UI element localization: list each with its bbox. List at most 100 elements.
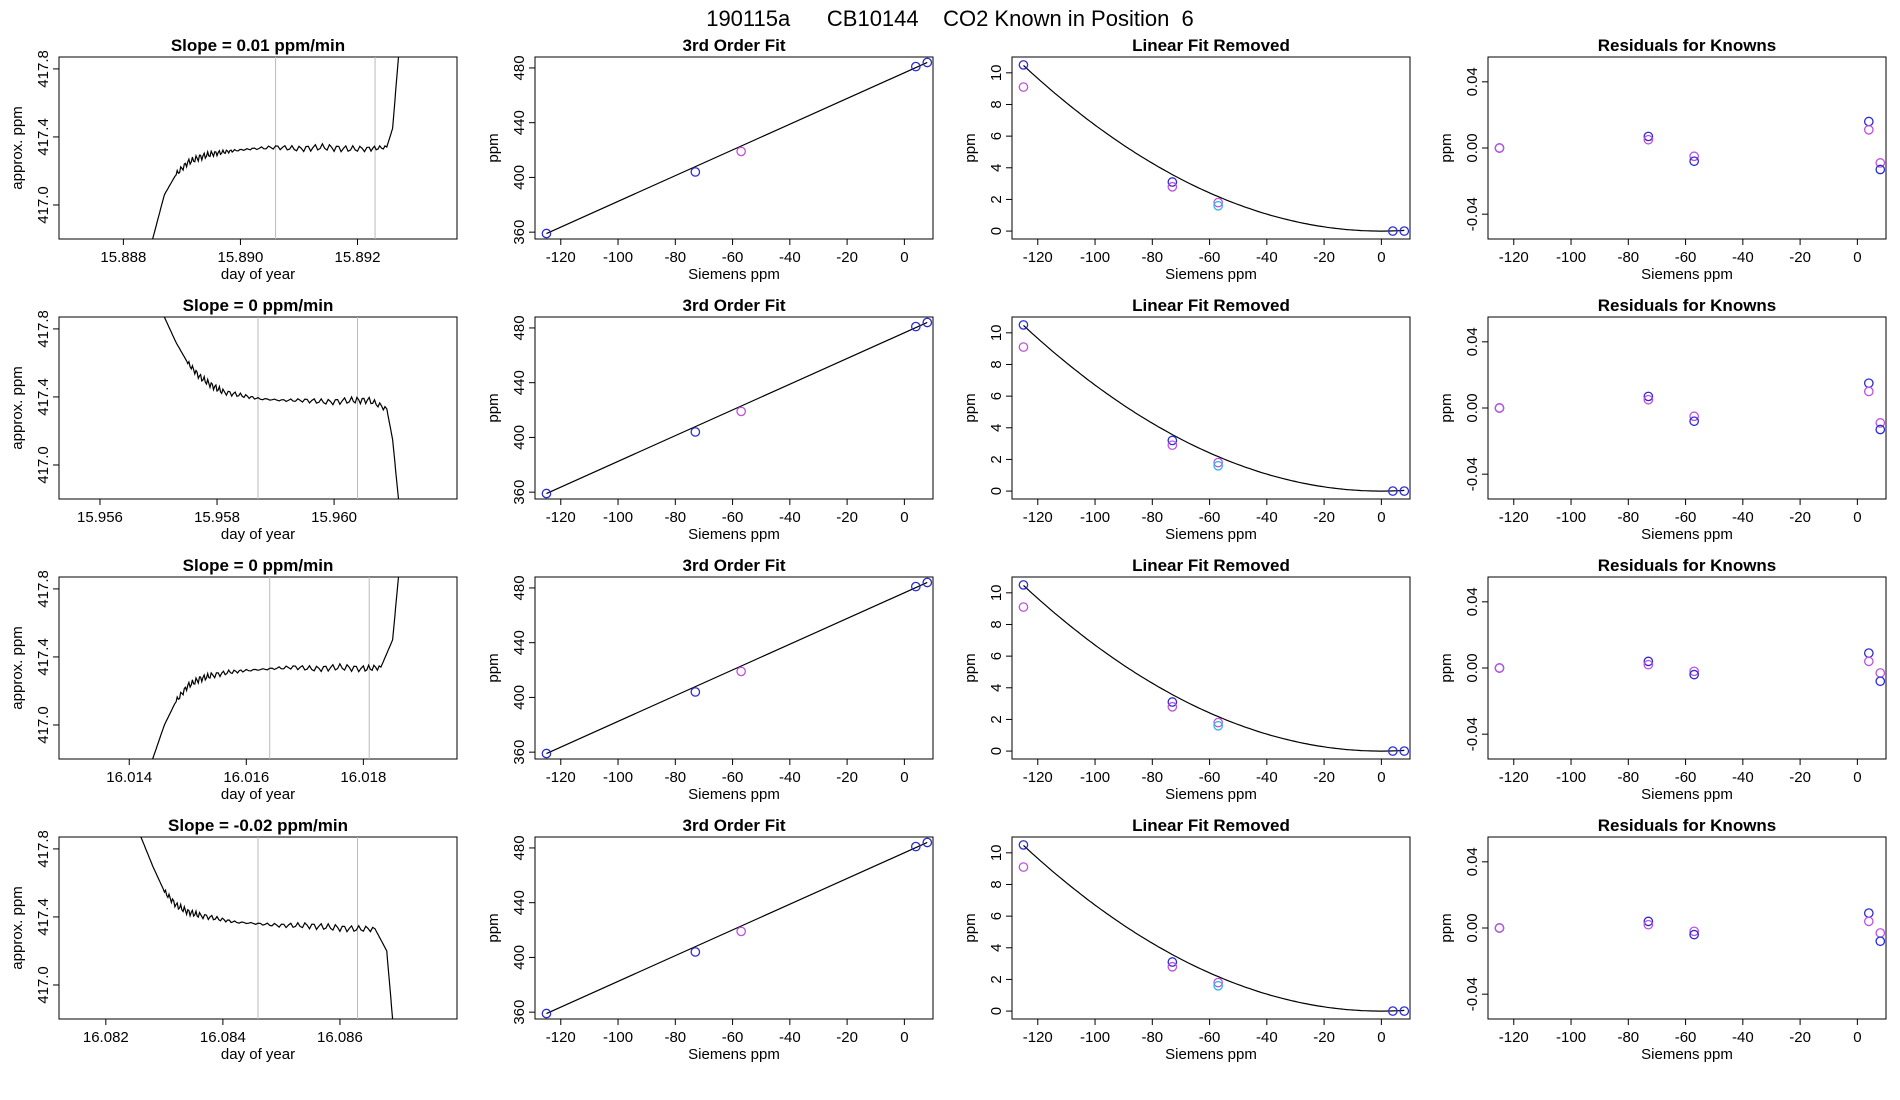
x-tick-label: -20	[836, 249, 858, 266]
panel-title: Slope = 0 ppm/min	[183, 296, 334, 315]
y-tick-label: 0	[988, 227, 1005, 235]
data-point	[1167, 697, 1178, 707]
fit-curve	[1023, 584, 1405, 752]
y-tick-label: 10	[988, 844, 1005, 861]
panel-1-0: Slope = 0 ppm/min 15.956 15.958 15.960 417.0…	[9, 296, 458, 543]
data-point	[910, 61, 921, 72]
x-tick-label: -80	[664, 769, 686, 786]
x-tick-label: -80	[1141, 769, 1163, 786]
fit-curve	[1023, 324, 1405, 492]
plot-frame	[534, 836, 934, 1020]
data-point	[1213, 720, 1224, 731]
x-tick-label: -20	[1789, 249, 1811, 266]
data-point	[1167, 435, 1178, 446]
y-tick-label: 400	[511, 425, 528, 450]
y-tick-label: 440	[511, 890, 528, 915]
x-tick-label: 16.014	[106, 769, 152, 786]
y-tick-label: 0.04	[1464, 327, 1481, 356]
x-tick-label: -40	[779, 769, 801, 786]
data-point	[922, 317, 933, 328]
x-tick-label: -80	[1617, 1029, 1639, 1046]
data-point	[1875, 158, 1886, 168]
y-tick-label: 440	[511, 630, 528, 655]
y-tick-label: 417.0	[35, 706, 52, 744]
y-axis-label: ppm	[1438, 653, 1455, 682]
plot-frame	[534, 56, 934, 240]
x-tick-label: -40	[779, 509, 801, 526]
x-tick-label: -60	[722, 1029, 744, 1046]
panel-0-2: Linear Fit Removed -120 -100 -80 -60 -40 -20 0 0…	[962, 36, 1411, 283]
data-point	[1689, 669, 1700, 680]
fit-line	[546, 581, 928, 755]
y-axis-label: ppm	[962, 653, 979, 682]
y-tick-label: 2	[988, 195, 1005, 203]
x-tick-label: -40	[1732, 249, 1754, 266]
data-point	[1689, 411, 1700, 422]
y-axis-label: approx. ppm	[9, 886, 26, 969]
plot-frame	[1487, 836, 1887, 1020]
y-tick-label: 0.04	[1464, 587, 1481, 616]
data-point	[690, 947, 701, 957]
data-point	[1387, 486, 1398, 496]
y-tick-label: 0	[988, 487, 1005, 495]
panel-title: Linear Fit Removed	[1132, 36, 1290, 55]
data-layer	[1023, 324, 1405, 492]
x-axis-label: Siemens ppm	[1641, 266, 1733, 283]
data-point	[1863, 916, 1874, 927]
data-point	[1399, 1006, 1410, 1016]
y-tick-label: 440	[511, 110, 528, 135]
y-tick-label: 6	[988, 132, 1005, 140]
y-tick-label: -0.04	[1464, 977, 1481, 1011]
x-tick-label: -120	[1023, 1029, 1053, 1046]
data-point	[736, 406, 747, 417]
x-tick-label: 0	[900, 249, 908, 266]
co2-trace-line	[152, 57, 400, 239]
y-tick-label: 400	[511, 945, 528, 970]
x-tick-label: -60	[1675, 1029, 1697, 1046]
data-point	[1863, 648, 1874, 658]
y-tick-label: 417.4	[35, 118, 52, 156]
x-tick-label: -120	[1499, 769, 1529, 786]
y-tick-label: 417.4	[35, 898, 52, 936]
data-point	[541, 488, 552, 499]
x-tick-label: -120	[546, 509, 576, 526]
data-layer	[152, 57, 400, 239]
panel-title: 3rd Order Fit	[683, 556, 786, 575]
panel-1-1: 3rd Order Fit -120 -100 -80 -60 -40 -20 0 360 400…	[485, 296, 934, 543]
data-point	[1875, 418, 1886, 428]
data-point	[1494, 403, 1505, 413]
x-axis-label: Siemens ppm	[1165, 786, 1257, 803]
x-axis-label: Siemens ppm	[688, 786, 780, 803]
data-point	[910, 581, 921, 592]
x-tick-label: 0	[1377, 509, 1385, 526]
y-tick-label: 480	[511, 55, 528, 80]
x-axis-label: Siemens ppm	[1165, 266, 1257, 283]
x-tick-label: 0	[900, 769, 908, 786]
data-point	[1643, 659, 1654, 670]
data-point	[1494, 923, 1505, 933]
x-tick-label: 15.890	[217, 249, 263, 266]
x-tick-label: 0	[1377, 769, 1385, 786]
y-tick-label: 6	[988, 912, 1005, 920]
data-point	[736, 666, 747, 677]
x-tick-label: -120	[1023, 769, 1053, 786]
data-point	[1167, 440, 1178, 451]
data-point	[1213, 457, 1224, 468]
data-point	[1643, 131, 1654, 142]
panel-1-2: Linear Fit Removed -120 -100 -80 -60 -40 -20 0 0…	[962, 296, 1411, 543]
y-axis-label: ppm	[1438, 393, 1455, 422]
data-point	[1213, 717, 1224, 728]
x-axis-label: Siemens ppm	[1641, 1046, 1733, 1063]
x-tick-label: 0	[1377, 1029, 1385, 1046]
panel-title: Linear Fit Removed	[1132, 816, 1290, 835]
y-tick-label: 6	[988, 392, 1005, 400]
panel-3-0: Slope = -0.02 ppm/min 16.082 16.084 16.086 4…	[9, 816, 458, 1063]
plot-frame	[534, 576, 934, 760]
co2-trace-line	[140, 837, 394, 1019]
data-point	[1213, 460, 1224, 471]
data-layer	[546, 841, 928, 1015]
data-point	[690, 167, 701, 177]
y-tick-label: 8	[988, 620, 1005, 628]
y-tick-label: 480	[511, 835, 528, 860]
data-point	[1399, 226, 1410, 236]
